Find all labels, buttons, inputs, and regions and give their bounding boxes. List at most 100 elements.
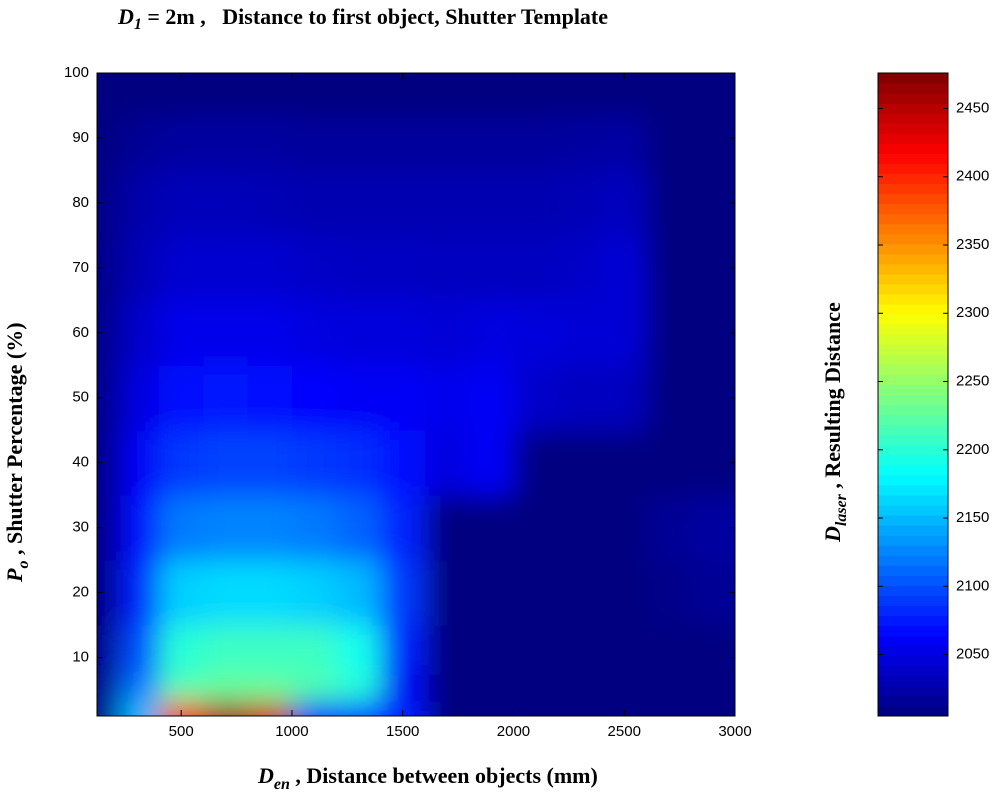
contour-cell xyxy=(203,495,249,561)
colorbar-swatch xyxy=(878,535,948,546)
x-tick-label: 2000 xyxy=(497,723,530,740)
contour-cell xyxy=(247,115,293,171)
colorbar-tick-label: 2100 xyxy=(956,577,989,594)
colorbar-swatch xyxy=(878,655,948,667)
contour-cell xyxy=(424,170,470,236)
contour-cell xyxy=(513,115,559,171)
colorbar-swatch xyxy=(878,334,948,345)
contour-cell xyxy=(291,300,337,366)
colorbar-swatch xyxy=(878,545,948,556)
colorbar-tick-label: 2400 xyxy=(956,168,989,185)
contour-cell xyxy=(203,115,249,171)
contour-cell xyxy=(469,365,514,431)
contour-cell xyxy=(291,673,337,702)
contour-cell xyxy=(690,115,735,171)
contour-cell xyxy=(469,430,514,496)
colorbar-swatch xyxy=(878,635,948,647)
contour-cell xyxy=(557,170,603,236)
x-tick-label: 2500 xyxy=(608,723,641,740)
chart-title: D1 = 2m , Distance to first object, Shut… xyxy=(117,4,608,33)
contour-cell xyxy=(646,625,692,675)
colorbar-swatch xyxy=(878,484,948,496)
y-tick-label: 30 xyxy=(72,519,89,536)
y-tick-label: 80 xyxy=(72,194,89,211)
contour-cell xyxy=(247,495,293,561)
contour-cell xyxy=(469,701,514,716)
colorbar-swatch xyxy=(878,705,948,717)
contour-cell xyxy=(469,673,514,702)
contour-cell xyxy=(336,430,382,496)
colorbar-swatch xyxy=(878,173,948,185)
colorbar-swatch xyxy=(878,113,948,124)
x-tick-label: 500 xyxy=(169,723,194,740)
contour-cell xyxy=(120,701,160,716)
colorbar-swatch xyxy=(878,454,948,466)
contour-cell xyxy=(513,701,559,716)
colorbar-swatch xyxy=(878,73,948,84)
contour-cell xyxy=(602,625,647,675)
contour-cell xyxy=(120,235,160,301)
colorbar-swatch xyxy=(878,384,948,395)
contour-cell xyxy=(557,673,603,702)
contour-cell xyxy=(424,365,470,431)
colorbar-swatch xyxy=(878,424,948,436)
contour-cell xyxy=(646,115,692,171)
contour-cell xyxy=(469,115,514,171)
contour-cell xyxy=(602,170,647,236)
colorbar-swatch xyxy=(878,344,948,355)
contour-cell xyxy=(120,300,160,366)
contour-cell xyxy=(336,170,382,236)
contour-cell xyxy=(159,170,204,236)
contour-cell xyxy=(646,170,692,236)
y-tick-label: 70 xyxy=(72,259,89,276)
contour-cell xyxy=(203,673,249,702)
colorbar-swatch xyxy=(878,253,948,265)
colorbar-swatch xyxy=(878,123,948,134)
contour-cell xyxy=(690,495,735,561)
colorbar-tick-label: 2450 xyxy=(956,99,989,116)
contour-cell xyxy=(336,235,382,301)
contour-cell xyxy=(291,430,337,496)
colorbar-swatch xyxy=(878,213,948,225)
colorbar-swatch xyxy=(878,494,948,506)
contour-cell xyxy=(291,625,337,675)
contour-cell xyxy=(97,430,121,496)
contour-cell xyxy=(97,495,121,561)
contour-cell xyxy=(602,673,647,702)
contour-cell xyxy=(557,560,603,626)
contour-cell xyxy=(380,365,426,431)
contour-cell xyxy=(159,235,204,301)
contour-cell xyxy=(424,673,470,702)
x-tick-label: 1000 xyxy=(275,723,308,740)
contour-cell xyxy=(690,625,735,675)
contour-cell xyxy=(690,73,735,116)
contour-cell xyxy=(159,115,204,171)
colorbar-swatch xyxy=(878,283,948,295)
y-tick-label: 90 xyxy=(72,129,89,146)
contour-cell xyxy=(159,701,204,716)
contour-cell xyxy=(646,701,692,716)
x-axis-label: Den , Distance between objects (mm) xyxy=(257,763,598,793)
contour-cell xyxy=(247,673,293,702)
contour-cell xyxy=(602,73,647,116)
contour-cell xyxy=(159,365,204,431)
colorbar-swatch xyxy=(878,133,948,144)
contour-cell xyxy=(602,560,647,626)
contour-cell xyxy=(602,300,647,366)
contour-cell xyxy=(380,701,426,716)
colorbar-label: Dlaser , Resulting Distance xyxy=(820,302,850,543)
contour-cell xyxy=(646,365,692,431)
contour-cell xyxy=(203,625,249,675)
colorbar-swatch xyxy=(878,505,948,516)
contour-cell xyxy=(159,73,204,116)
colorbar-tick-label: 2350 xyxy=(956,236,989,253)
colorbar-swatch xyxy=(878,304,948,315)
contour-cell xyxy=(203,560,249,626)
contour-cell xyxy=(247,625,293,675)
contour-cell xyxy=(602,365,647,431)
contour-cell xyxy=(159,495,204,561)
contour-cell xyxy=(380,73,426,116)
contour-cell xyxy=(513,673,559,702)
contour-cell xyxy=(120,73,160,116)
y-tick-label: 50 xyxy=(72,389,89,406)
